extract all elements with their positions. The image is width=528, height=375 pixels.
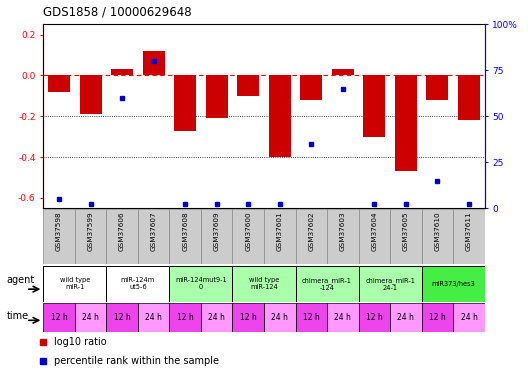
Bar: [390, 209, 422, 264]
Bar: [363, 75, 385, 136]
Text: 12 h: 12 h: [240, 313, 257, 322]
Text: 12 h: 12 h: [303, 313, 319, 322]
Text: miR373/hes3: miR373/hes3: [431, 280, 475, 286]
Text: chimera_miR-1
24-1: chimera_miR-1 24-1: [365, 277, 415, 291]
Bar: [169, 266, 232, 302]
Text: GSM37604: GSM37604: [371, 211, 378, 251]
Bar: [75, 209, 106, 264]
Text: GSM37600: GSM37600: [245, 211, 251, 251]
Text: GSM37606: GSM37606: [119, 211, 125, 251]
Bar: [296, 303, 327, 332]
Bar: [43, 266, 106, 302]
Text: 12 h: 12 h: [114, 313, 130, 322]
Text: GSM37601: GSM37601: [277, 211, 283, 251]
Bar: [232, 209, 264, 264]
Text: time: time: [6, 310, 29, 321]
Bar: [296, 209, 327, 264]
Bar: [453, 209, 485, 264]
Bar: [264, 209, 296, 264]
Text: 24 h: 24 h: [398, 313, 414, 322]
Text: GSM37603: GSM37603: [340, 211, 346, 251]
Text: GDS1858 / 10000629648: GDS1858 / 10000629648: [43, 6, 192, 19]
Bar: [106, 209, 138, 264]
Bar: [143, 51, 165, 75]
Text: miR-124mut9-1
0: miR-124mut9-1 0: [175, 277, 227, 290]
Text: chimera_miR-1
-124: chimera_miR-1 -124: [302, 277, 352, 291]
Bar: [106, 303, 138, 332]
Text: percentile rank within the sample: percentile rank within the sample: [54, 356, 219, 366]
Bar: [422, 209, 453, 264]
Text: 24 h: 24 h: [208, 313, 225, 322]
Bar: [422, 266, 485, 302]
Bar: [75, 303, 106, 332]
Text: GSM37608: GSM37608: [182, 211, 188, 251]
Text: 24 h: 24 h: [82, 313, 99, 322]
Bar: [390, 303, 422, 332]
Bar: [106, 266, 169, 302]
Bar: [138, 303, 169, 332]
Text: 24 h: 24 h: [334, 313, 351, 322]
Bar: [48, 75, 70, 92]
Text: GSM37611: GSM37611: [466, 211, 472, 251]
Bar: [169, 303, 201, 332]
Text: 12 h: 12 h: [51, 313, 68, 322]
Bar: [327, 209, 359, 264]
Bar: [332, 69, 354, 75]
Text: agent: agent: [6, 275, 35, 285]
Bar: [264, 303, 296, 332]
Text: miR-124m
ut5-6: miR-124m ut5-6: [121, 277, 155, 290]
Bar: [232, 303, 264, 332]
Bar: [453, 303, 485, 332]
Bar: [237, 75, 259, 96]
Bar: [232, 266, 296, 302]
Text: wild type
miR-1: wild type miR-1: [60, 277, 90, 290]
Bar: [206, 75, 228, 118]
Bar: [359, 303, 390, 332]
Text: GSM37598: GSM37598: [56, 211, 62, 251]
Bar: [327, 303, 359, 332]
Bar: [395, 75, 417, 171]
Bar: [458, 75, 480, 120]
Text: 12 h: 12 h: [177, 313, 194, 322]
Bar: [422, 303, 453, 332]
Bar: [138, 209, 169, 264]
Bar: [169, 209, 201, 264]
Bar: [174, 75, 196, 130]
Bar: [269, 75, 291, 157]
Text: GSM37599: GSM37599: [88, 211, 93, 251]
Bar: [359, 266, 422, 302]
Text: GSM37602: GSM37602: [308, 211, 314, 251]
Text: GSM37605: GSM37605: [403, 211, 409, 251]
Bar: [296, 266, 359, 302]
Bar: [111, 69, 133, 75]
Text: 24 h: 24 h: [145, 313, 162, 322]
Text: 12 h: 12 h: [429, 313, 446, 322]
Bar: [43, 209, 75, 264]
Bar: [300, 75, 322, 100]
Bar: [43, 303, 75, 332]
Text: GSM37609: GSM37609: [214, 211, 220, 251]
Text: wild type
miR-124: wild type miR-124: [249, 277, 279, 290]
Bar: [80, 75, 101, 114]
Text: GSM37607: GSM37607: [150, 211, 157, 251]
Text: 12 h: 12 h: [366, 313, 383, 322]
Bar: [359, 209, 390, 264]
Text: GSM37610: GSM37610: [435, 211, 440, 251]
Bar: [427, 75, 448, 100]
Bar: [201, 209, 232, 264]
Text: 24 h: 24 h: [460, 313, 477, 322]
Text: 24 h: 24 h: [271, 313, 288, 322]
Bar: [201, 303, 232, 332]
Text: log10 ratio: log10 ratio: [54, 337, 107, 347]
